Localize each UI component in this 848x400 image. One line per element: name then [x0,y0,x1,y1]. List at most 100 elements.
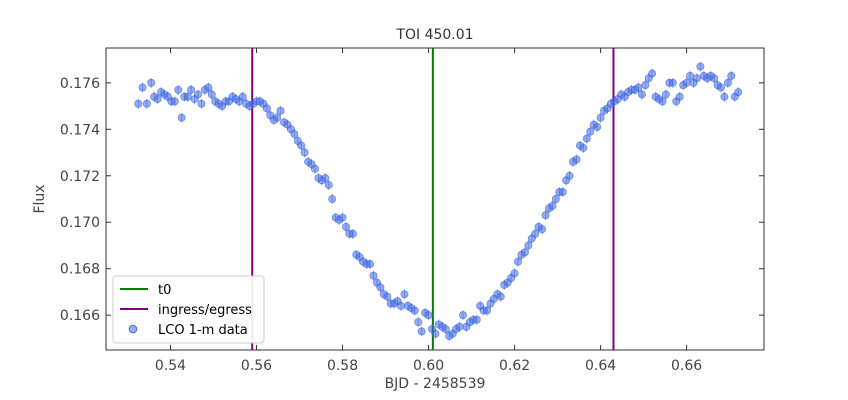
data-marker [348,229,357,238]
data-marker [417,327,426,336]
data-marker [668,78,677,87]
x-tick-label: 0.64 [585,358,616,374]
data-marker [541,211,550,220]
legend: t0 ingress/egress LCO 1-m data [112,275,265,344]
data-point [634,82,643,93]
data-marker [675,92,684,101]
data-point [170,96,179,107]
x-tick-label: 0.62 [499,358,530,374]
legend-data-marker [128,324,138,334]
data-point [194,89,203,100]
data-point [410,305,419,316]
data-points [134,61,743,342]
data-marker [634,83,643,92]
data-marker [324,181,333,190]
data-point [276,105,285,116]
data-marker [496,292,505,301]
data-marker [483,306,492,315]
data-marker [458,311,467,320]
data-point [648,68,657,79]
data-point [455,321,464,332]
data-point [397,300,406,311]
data-point [565,170,574,181]
data-marker [207,90,216,99]
data-marker [514,257,523,266]
data-marker [194,90,203,99]
data-point [142,98,151,109]
data-marker [551,194,560,203]
data-marker [341,222,350,231]
data-point [138,82,147,93]
data-point [441,324,450,335]
data-point [297,140,306,151]
legend-box [112,275,265,344]
data-point [431,328,440,339]
data-point [727,70,736,81]
data-marker [134,99,143,108]
data-marker [338,213,347,222]
data-point [723,77,732,88]
data-marker [661,90,670,99]
data-point [328,194,337,204]
data-marker [300,148,309,157]
data-marker [582,134,591,143]
data-marker [648,69,657,78]
data-marker [510,269,519,278]
data-marker [696,62,705,71]
data-point [551,194,560,204]
data-point [596,112,605,123]
data-marker [410,306,419,315]
data-marker [682,78,691,87]
data-point [582,133,591,144]
data-point [668,77,677,88]
data-marker [548,201,557,210]
data-point [524,240,533,251]
data-marker [579,143,588,152]
data-point [197,98,206,109]
data-point [321,173,330,184]
data-marker [727,71,736,80]
data-point [424,310,433,321]
data-point [483,305,492,316]
data-point [348,228,357,239]
data-marker [538,225,547,234]
data-point [366,259,375,270]
data-point [572,154,581,165]
data-marker [369,271,378,280]
data-point [538,224,547,235]
data-point [369,270,378,281]
data-point [548,200,557,211]
data-point [692,73,701,84]
data-point [376,282,385,293]
data-point [417,326,426,337]
data-point [496,291,505,302]
y-tick-label: 0.168 [60,262,100,278]
chart-title: TOI 450.01 [395,27,473,43]
data-marker [686,71,695,80]
data-point [641,80,650,91]
data-marker [472,315,481,324]
data-point [531,228,540,239]
data-point [174,84,183,95]
data-point [710,73,719,84]
x-tick-label: 0.54 [155,358,186,374]
data-point [153,94,162,105]
data-marker [262,104,271,113]
data-point [147,77,156,88]
data-point [177,112,186,123]
data-point [579,142,588,153]
data-point [273,112,282,123]
data-point [187,84,196,95]
data-marker [187,85,196,94]
data-point [183,91,192,102]
data-point [716,82,725,93]
data-marker [321,174,330,183]
data-marker [174,85,183,94]
data-point [541,210,550,221]
x-tick-label: 0.58 [327,358,358,374]
data-marker [593,122,602,131]
data-marker [524,241,533,250]
data-marker [183,92,192,101]
data-marker [328,194,337,203]
data-marker [297,141,306,150]
